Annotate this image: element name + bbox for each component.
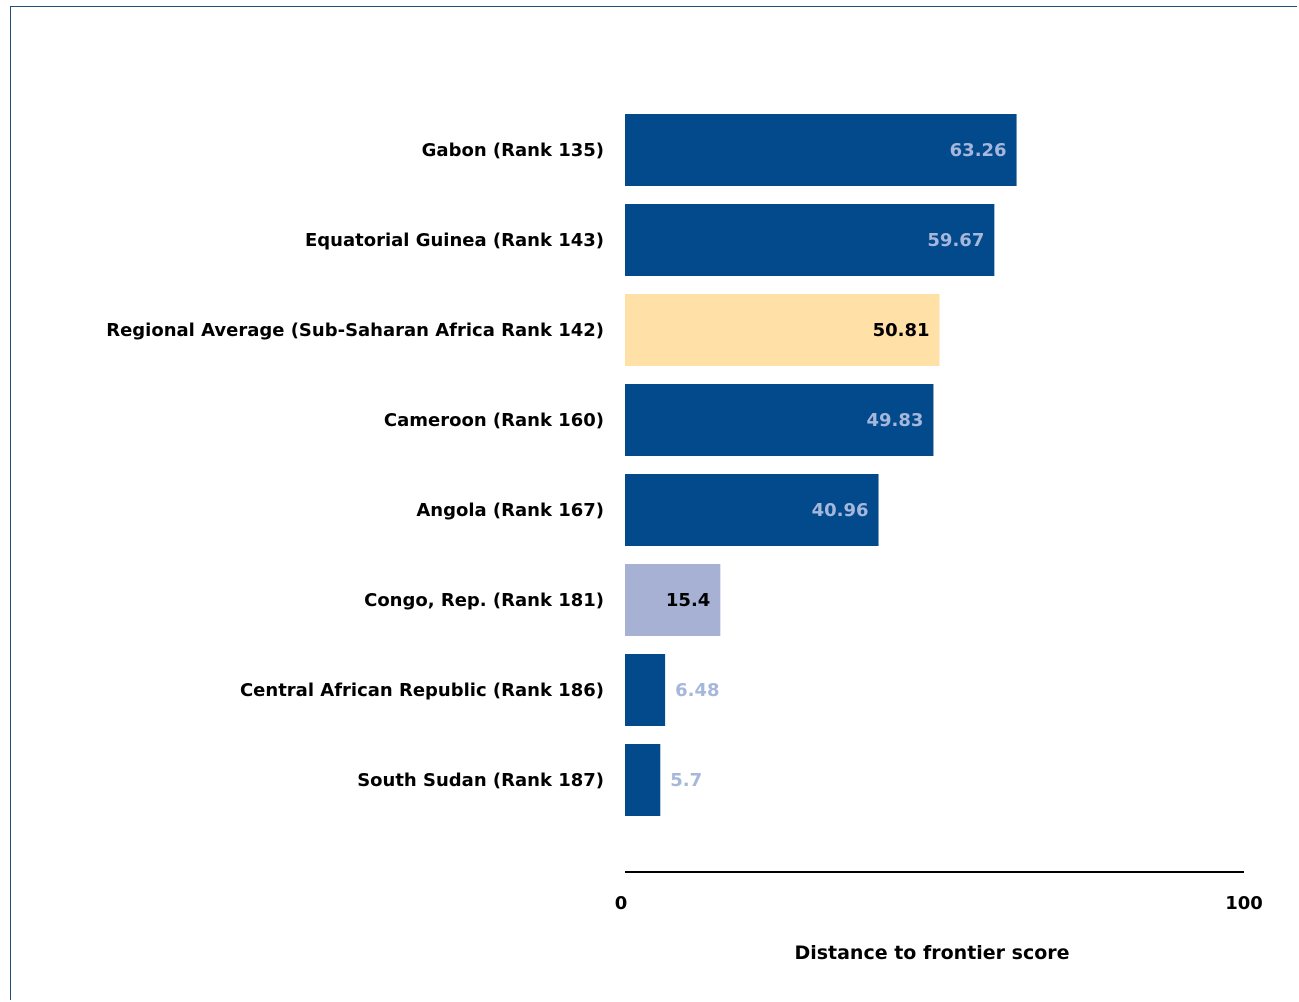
x-tick-100: 100 [1225,893,1263,914]
x-axis-title: Distance to frontier score [794,942,1069,964]
value-labels: 63.26 59.67 50.81 49.83 40.96 15.4 6.48 5.7 [666,140,1007,791]
category-label-0: Gabon (Rank 135) [422,140,604,161]
bar-4 [625,474,879,546]
value-label-2: 50.81 [873,320,930,341]
value-label-5: 15.4 [666,590,710,611]
category-label-7: South Sudan (Rank 187) [357,770,604,791]
value-label-3: 49.83 [867,410,924,431]
bar-6 [625,654,666,726]
bars-layer [625,114,1017,816]
x-tick-0: 0 [615,893,628,914]
category-label-3: Cameroon (Rank 160) [384,410,604,431]
category-label-5: Congo, Rep. (Rank 181) [364,590,604,611]
category-label-2: Regional Average (Sub-Saharan Africa Ran… [106,320,604,341]
value-label-1: 59.67 [927,230,984,251]
value-label-7: 5.7 [670,770,702,791]
value-label-6: 6.48 [675,680,719,701]
category-label-6: Central African Republic (Rank 186) [240,680,604,701]
bar-2 [625,294,940,366]
value-label-0: 63.26 [950,140,1007,161]
category-labels: Gabon (Rank 135) Equatorial Guinea (Rank … [106,140,604,791]
bar-3 [625,384,934,456]
bar-1 [625,204,995,276]
category-label-1: Equatorial Guinea (Rank 143) [305,230,604,251]
bar-5 [625,564,721,636]
bar-0 [625,114,1017,186]
value-label-4: 40.96 [812,500,869,521]
category-label-4: Angola (Rank 167) [416,500,604,521]
bar-7 [625,744,661,816]
